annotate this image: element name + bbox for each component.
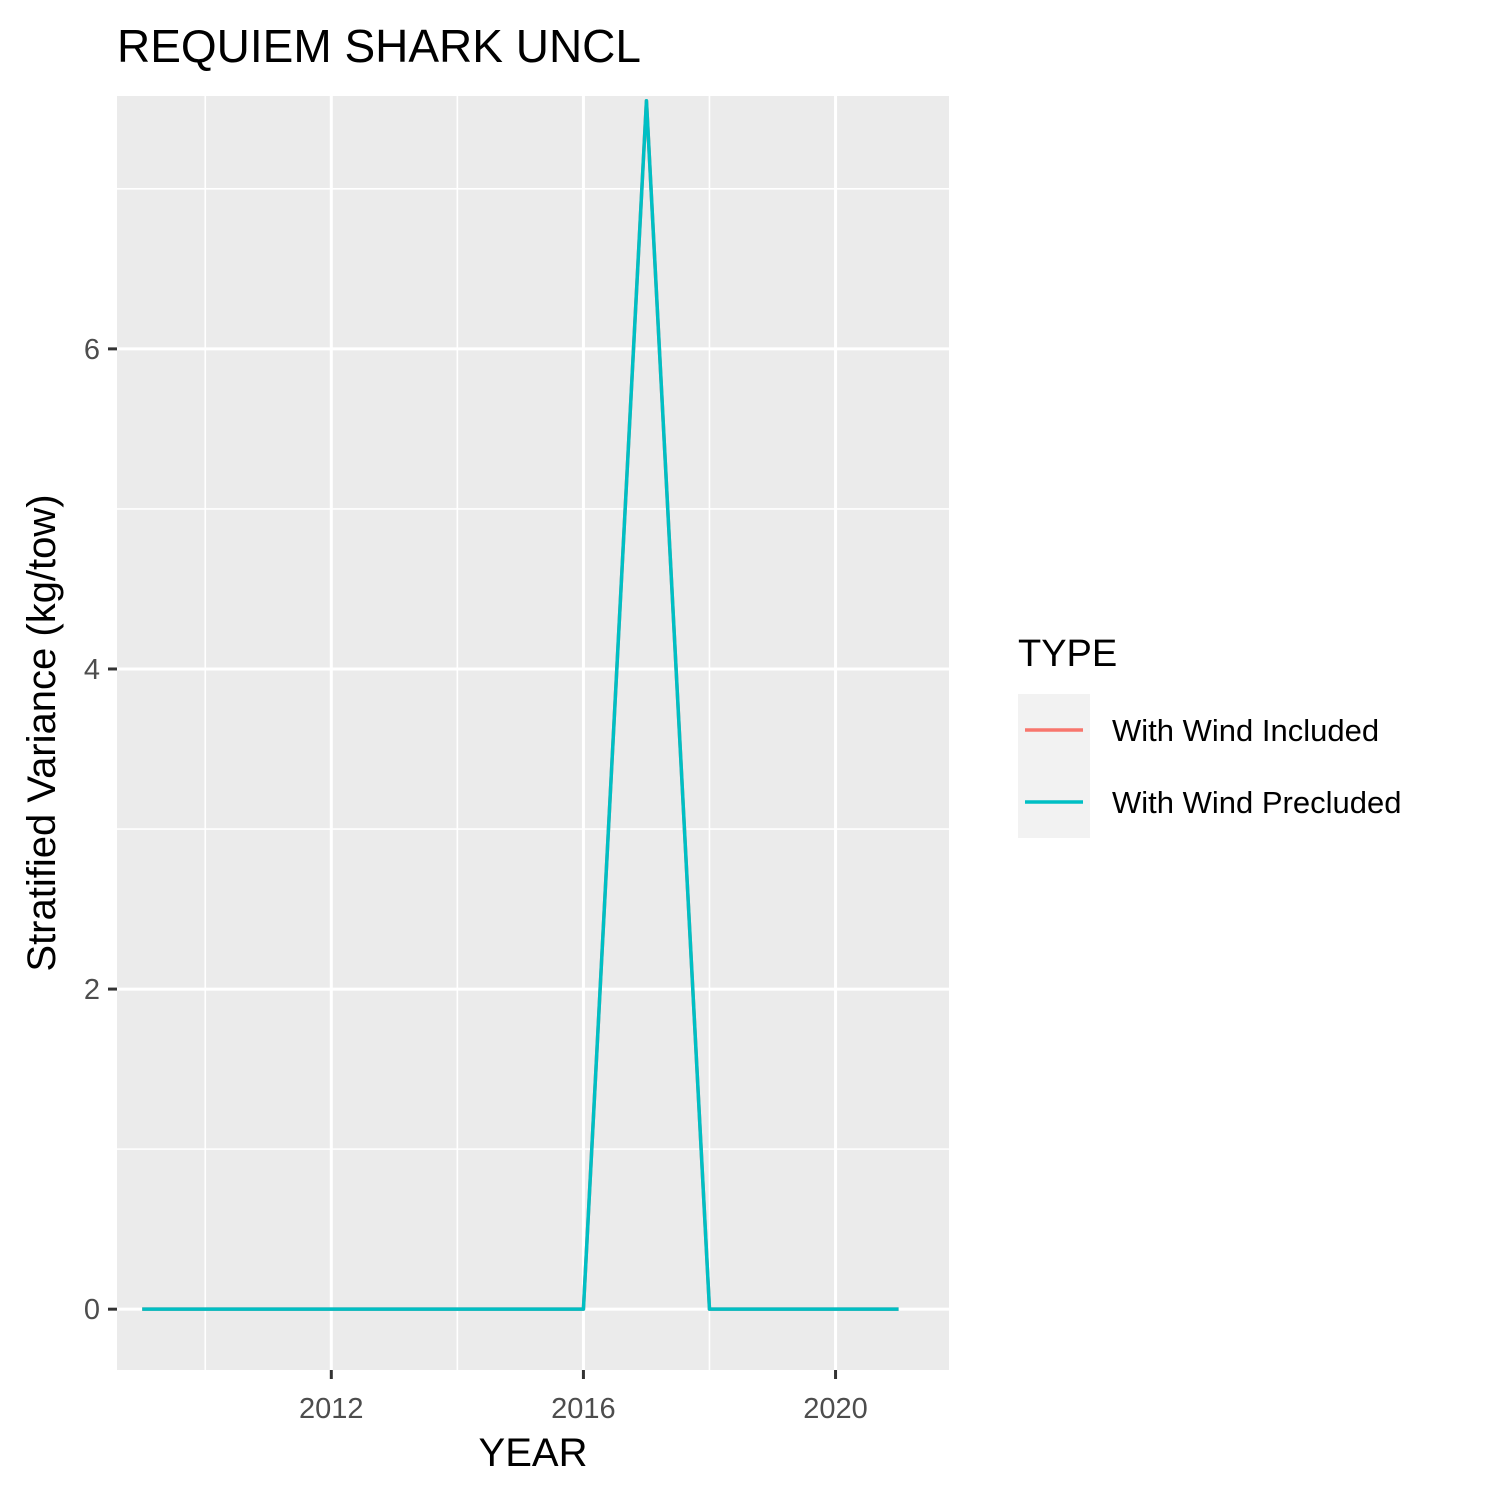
legend-label-with-wind-precluded: With Wind Precluded [1112, 785, 1401, 820]
legend-title: TYPE [1018, 633, 1117, 675]
y-axis: 0 2 4 6 [84, 334, 117, 1326]
y-tick-label-0: 0 [84, 1294, 100, 1326]
x-tick-label-2020: 2020 [803, 1393, 868, 1425]
legend-label-with-wind-included: With Wind Included [1112, 713, 1379, 748]
series-line-with-wind-precluded [142, 99, 899, 1311]
x-axis-title: YEAR [479, 1431, 588, 1475]
x-axis: 2012 2016 2020 [299, 1370, 868, 1425]
y-tick-label-4: 4 [84, 654, 100, 686]
minor-gridlines [117, 96, 949, 1370]
legend: TYPE With Wind Included With Wind Preclu… [1018, 633, 1401, 838]
x-tick-label-2012: 2012 [299, 1393, 364, 1425]
plot-panel [117, 96, 949, 1370]
series-lines [142, 99, 899, 1311]
y-axis-title: Stratified Variance (kg/tow) [20, 494, 64, 971]
y-tick-label-6: 6 [84, 334, 100, 366]
chart-title: REQUIEM SHARK UNCL [117, 20, 641, 72]
x-tick-label-2016: 2016 [551, 1393, 616, 1425]
y-tick-label-2: 2 [84, 974, 100, 1006]
